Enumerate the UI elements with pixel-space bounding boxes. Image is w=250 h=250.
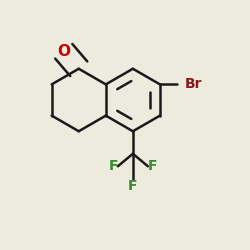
Text: F: F bbox=[128, 179, 138, 193]
Text: F: F bbox=[148, 159, 158, 173]
Text: Br: Br bbox=[185, 78, 202, 91]
Text: F: F bbox=[108, 159, 118, 173]
Text: O: O bbox=[57, 44, 70, 59]
